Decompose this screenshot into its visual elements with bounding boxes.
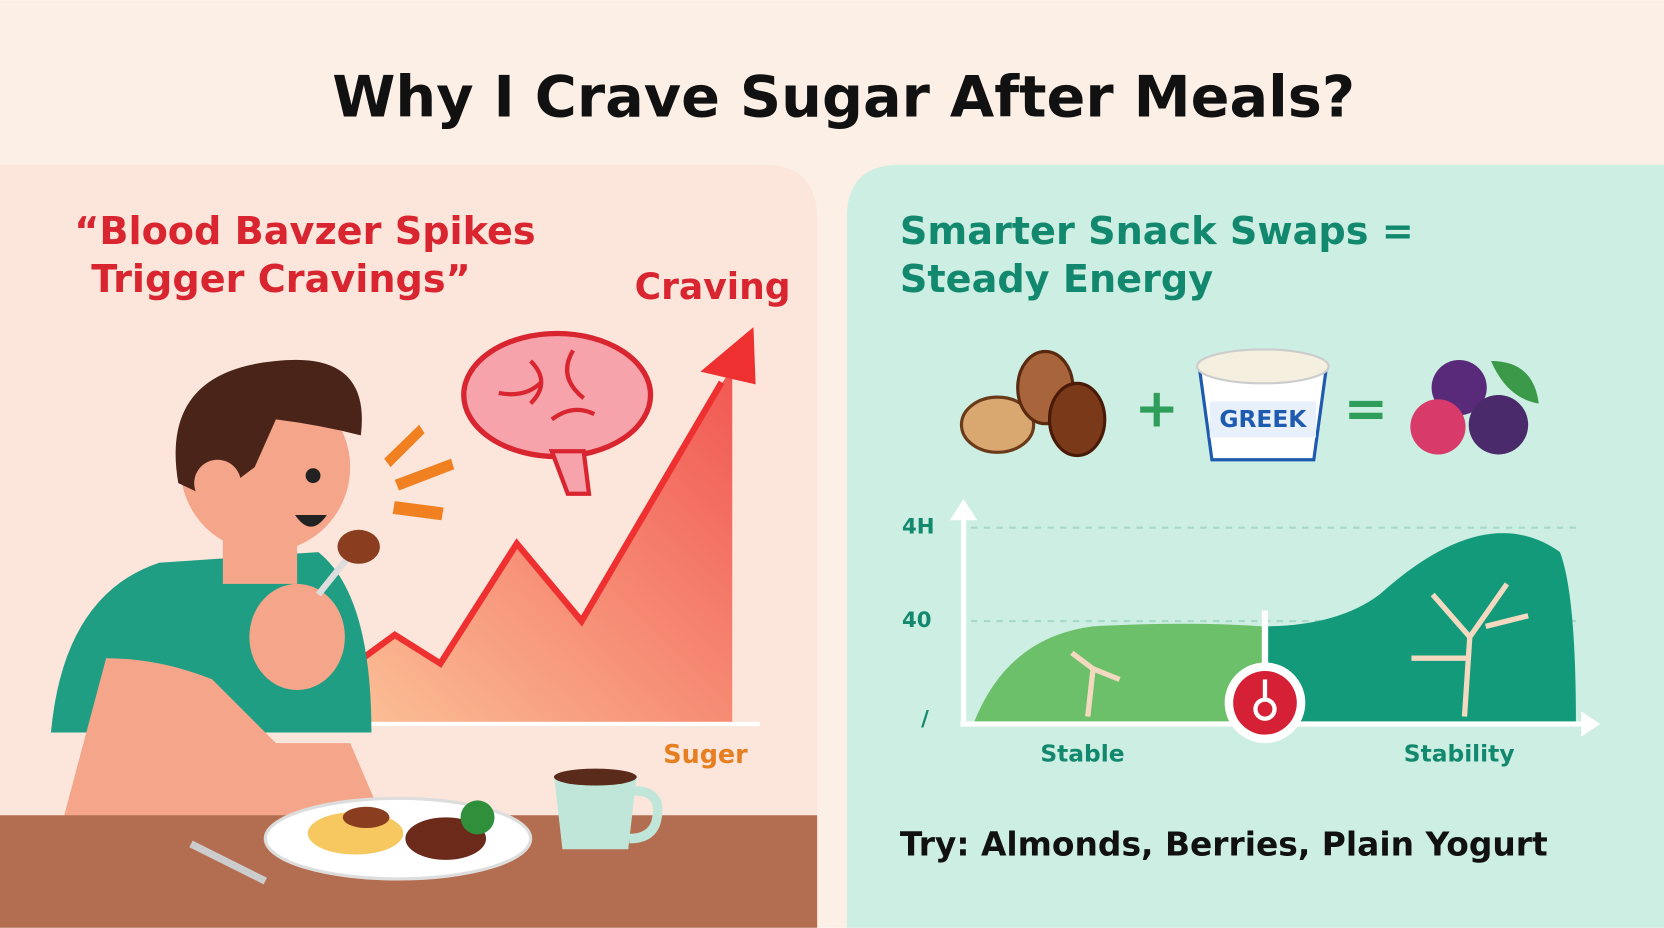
- cup: [553, 768, 663, 850]
- gauge: [1224, 610, 1306, 744]
- right-heading: Smarter Snack Swaps =: [900, 210, 1414, 254]
- y-label: 40: [902, 608, 932, 633]
- right-heading: Steady Energy: [900, 258, 1213, 302]
- stable-area: [974, 623, 1263, 722]
- equals: =: [1344, 378, 1388, 440]
- y-label: 4H: [902, 515, 935, 540]
- almonds: [959, 349, 1107, 458]
- craving-line: [353, 380, 725, 668]
- left-heading: “Blood Bavzer Spikes: [74, 210, 535, 254]
- x-label: Stable: [1040, 739, 1124, 767]
- arrow-head: [700, 327, 756, 385]
- sparks: [384, 424, 455, 521]
- left-heading: Trigger Cravings”: [91, 258, 470, 302]
- yogurt: [1196, 348, 1330, 462]
- x-label: Stability: [1404, 739, 1515, 767]
- tree: [1070, 582, 1529, 717]
- yogurt-label: GREEK: [1219, 405, 1307, 433]
- brain: [461, 330, 654, 496]
- plus: +: [1135, 378, 1179, 440]
- berries: [1410, 360, 1539, 455]
- craving-area: [355, 366, 733, 722]
- person: [50, 359, 383, 818]
- plate: [189, 796, 533, 885]
- tip: Try: Almonds, Berries, Plain Yogurt: [900, 825, 1548, 864]
- title: Why I Crave Sugar After Meals?: [332, 64, 1355, 131]
- stability-area: [1262, 533, 1576, 722]
- y-label: /: [921, 707, 929, 732]
- x-arrow: [1581, 711, 1601, 737]
- sugar-label: Suger: [663, 740, 748, 770]
- y-arrow: [949, 499, 978, 521]
- craving-label: Craving: [635, 266, 791, 308]
